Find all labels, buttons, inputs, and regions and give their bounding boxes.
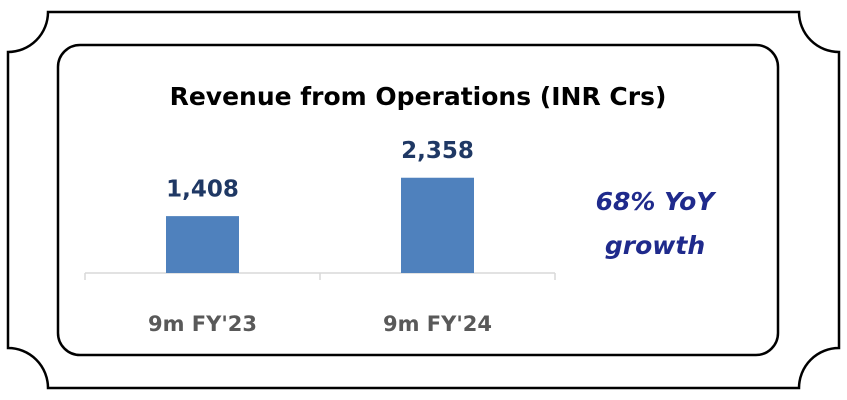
x-tick-label: 9m FY'24 bbox=[383, 312, 492, 336]
value-label: 1,408 bbox=[166, 177, 239, 203]
value-label: 2,358 bbox=[401, 138, 474, 164]
bar bbox=[166, 216, 239, 273]
x-tick-label: 9m FY'23 bbox=[148, 312, 257, 336]
chart-title: Revenue from Operations (INR Crs) bbox=[170, 82, 667, 111]
annotation: 68% YoY growth bbox=[595, 187, 715, 260]
bar bbox=[401, 177, 474, 273]
